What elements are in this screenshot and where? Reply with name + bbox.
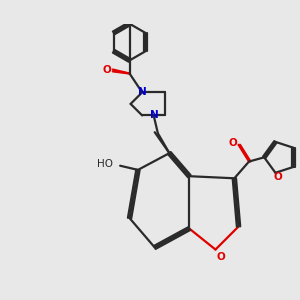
Text: HO: HO bbox=[97, 159, 113, 169]
Text: N: N bbox=[150, 110, 159, 120]
Text: O: O bbox=[229, 138, 238, 148]
Text: N: N bbox=[138, 87, 146, 98]
Text: O: O bbox=[102, 65, 111, 75]
Text: O: O bbox=[216, 252, 225, 262]
Text: O: O bbox=[273, 172, 282, 182]
